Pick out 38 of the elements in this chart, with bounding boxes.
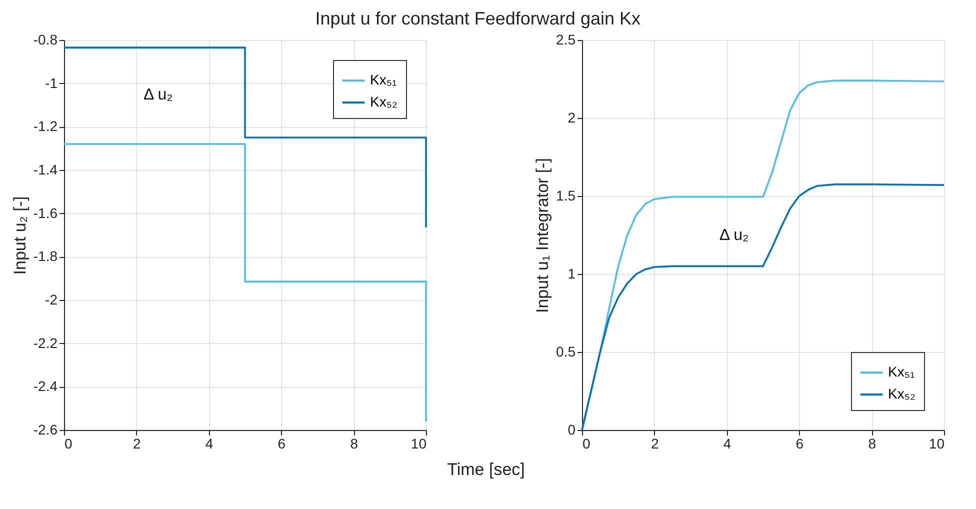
- y-tick-label: 0: [568, 422, 576, 438]
- text: Input u for constant Feedforward gain Kx: [315, 8, 640, 28]
- y-tick-label: -1.2: [33, 118, 58, 134]
- x-axis-title: Time [sec]: [447, 460, 525, 479]
- y-tick-label: 1.5: [556, 188, 576, 204]
- y-tick-label: -1: [45, 74, 58, 91]
- y-axis-title: Input u₁ Integrator [-]: [533, 158, 552, 314]
- legend-label: Kx₅₂: [370, 94, 398, 110]
- annotation: Δ u₂: [719, 227, 749, 244]
- y-tick-label: -0.8: [33, 32, 58, 48]
- y-tick-label: -2: [45, 292, 58, 308]
- y-tick-label: 2: [568, 110, 576, 126]
- x-tick-label: 4: [723, 436, 732, 452]
- legend-label: Kx₅₁: [888, 364, 915, 380]
- y-tick-label: 0.5: [556, 344, 576, 360]
- x-tick-label: 0: [64, 436, 72, 452]
- y-tick-label: -1.8: [33, 248, 58, 264]
- y-tick-label: -1.4: [33, 162, 58, 178]
- y-tick-label: 2.5: [556, 32, 576, 48]
- x-tick-label: 10: [928, 436, 945, 452]
- y-tick-label: -2.4: [33, 378, 58, 394]
- y-tick-label: -2.6: [33, 422, 58, 438]
- y-tick-label: 1: [568, 266, 576, 282]
- y-tick-label: -1.6: [33, 204, 58, 221]
- legend-label: Kx₅₂: [888, 386, 916, 402]
- y-tick-label: -2.2: [33, 334, 58, 351]
- x-tick-label: 10: [410, 436, 427, 452]
- annotation: Δ u₂: [143, 86, 173, 104]
- y-axis-title: Input u₂ [-]: [10, 196, 30, 275]
- legend-label: Kx₅₁: [370, 72, 397, 88]
- x-tick-label: 4: [205, 436, 214, 452]
- x-tick-label: 8: [868, 436, 876, 452]
- x-tick-label: 2: [133, 436, 141, 452]
- x-tick-label: 6: [278, 436, 286, 452]
- x-tick-label: 0: [582, 436, 590, 452]
- x-tick-label: 2: [651, 436, 659, 452]
- x-tick-label: 8: [350, 436, 358, 452]
- x-tick-label: 6: [796, 436, 804, 452]
